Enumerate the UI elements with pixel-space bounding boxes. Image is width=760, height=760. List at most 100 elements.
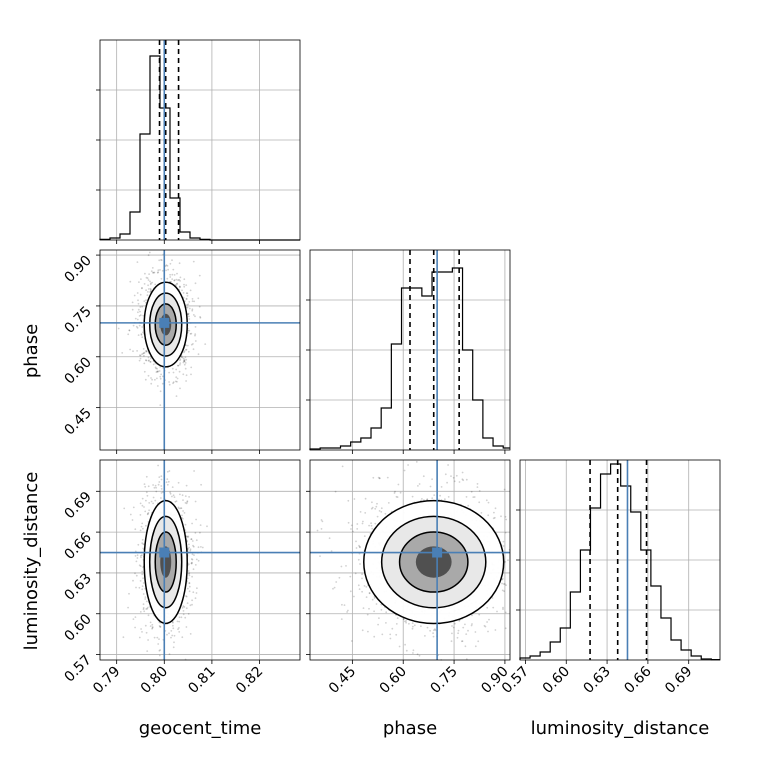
pair-phase-vs-luminosity-distance-sample xyxy=(504,611,507,614)
pair-geocent-time-vs-luminosity-distance-sample xyxy=(182,605,185,608)
pair-geocent-time-vs-luminosity-distance-sample xyxy=(189,548,192,551)
pair-geocent-time-vs-luminosity-distance-sample xyxy=(186,602,189,604)
pair-geocent-time-vs-phase-sample xyxy=(139,354,142,357)
pair-geocent-time-vs-phase-sample xyxy=(139,314,142,316)
pair-phase-vs-luminosity-distance-sample xyxy=(359,511,362,513)
pair-geocent-time-vs-luminosity-distance-sample xyxy=(189,633,192,635)
pair-phase-vs-luminosity-distance-sample xyxy=(363,535,366,537)
pair-phase-vs-luminosity-distance-sample xyxy=(397,483,400,486)
pair-phase-vs-luminosity-distance-sample xyxy=(411,627,414,630)
pair-geocent-time-vs-luminosity-distance-sample xyxy=(175,500,178,503)
pair-geocent-time-vs-luminosity-distance-contour xyxy=(148,515,183,609)
pair-geocent-time-vs-phase-sample xyxy=(137,334,140,336)
pair-phase-vs-luminosity-distance-sample xyxy=(374,507,377,510)
pair-geocent-time-vs-luminosity-distance-sample xyxy=(141,631,143,633)
pair-phase-vs-luminosity-distance-sample xyxy=(347,499,350,502)
pair-phase-vs-luminosity-distance-sample xyxy=(358,588,361,590)
pair-geocent-time-vs-phase-sample xyxy=(131,301,134,304)
pair-geocent-time-vs-phase-sample xyxy=(135,325,138,328)
pair-geocent-time-vs-luminosity-distance-sample xyxy=(141,497,144,500)
pair-phase-vs-luminosity-distance-sample xyxy=(492,606,495,609)
pair-geocent-time-vs-phase-sample xyxy=(137,311,139,314)
pair-geocent-time-vs-luminosity-distance-sample xyxy=(178,631,181,633)
pair-geocent-time-vs-luminosity-distance-sample xyxy=(142,603,145,606)
pair-geocent-time-vs-luminosity-distance-sample xyxy=(139,565,142,567)
y-tick-label: 0.57 xyxy=(61,652,94,685)
pair-geocent-time-vs-luminosity-distance-sample xyxy=(145,524,147,527)
pair-geocent-time-vs-phase-sample xyxy=(171,273,174,276)
pair-geocent-time-vs-luminosity-distance-sample xyxy=(176,620,179,623)
pair-geocent-time-vs-phase-sample xyxy=(147,374,150,377)
y-tick-label: 0.60 xyxy=(61,611,94,644)
pair-geocent-time-vs-phase-sample xyxy=(174,380,177,383)
pair-geocent-time-vs-luminosity-distance-sample xyxy=(152,502,155,505)
pair-geocent-time-vs-luminosity-distance-sample xyxy=(157,464,160,467)
pair-phase-vs-luminosity-distance-sample xyxy=(433,629,435,632)
pair-phase-vs-luminosity-distance-sample xyxy=(340,565,343,568)
x-tick-label: 0.80 xyxy=(138,664,171,697)
pair-phase-vs-luminosity-distance-sample xyxy=(357,584,360,587)
pair-phase-vs-luminosity-distance-sample xyxy=(341,465,344,468)
pair-geocent-time-vs-phase-sample xyxy=(179,280,182,282)
pair-phase-vs-luminosity-distance-sample xyxy=(376,502,378,505)
pair-geocent-time-vs-luminosity-distance-sample xyxy=(172,646,175,649)
pair-geocent-time-vs-phase-sample xyxy=(177,364,180,367)
pair-geocent-time-vs-luminosity-distance-sample xyxy=(146,513,149,516)
pair-phase-vs-luminosity-distance-sample xyxy=(380,511,383,513)
pair-geocent-time-vs-luminosity-distance-sample xyxy=(158,625,161,627)
pair-geocent-time-vs-phase-sample xyxy=(136,292,139,294)
pair-geocent-time-vs-phase-sample xyxy=(143,370,146,373)
pair-phase-vs-luminosity-distance-sample xyxy=(335,581,338,583)
pair-geocent-time-vs-phase-sample xyxy=(191,300,194,303)
pair-geocent-time-vs-phase-sample xyxy=(183,360,186,362)
pair-phase-vs-luminosity-distance-sample xyxy=(346,611,348,613)
pair-phase-vs-luminosity-distance-sample xyxy=(505,518,508,521)
pair-geocent-time-vs-phase-sample xyxy=(176,282,179,285)
pair-phase-vs-luminosity-distance-sample xyxy=(444,498,446,501)
pair-phase-vs-luminosity-distance-sample xyxy=(380,609,383,611)
pair-phase-vs-luminosity-distance-sample xyxy=(378,477,381,480)
pair-phase-vs-luminosity-distance-sample xyxy=(375,505,378,508)
pair-geocent-time-vs-luminosity-distance-truth-marker xyxy=(159,547,170,558)
pair-geocent-time-vs-phase-sample xyxy=(194,315,196,318)
pair-geocent-time-vs-luminosity-distance-sample xyxy=(123,507,126,510)
pair-phase-vs-luminosity-distance-sample xyxy=(461,471,464,474)
pair-phase-vs-luminosity-distance-sample xyxy=(412,625,414,628)
pair-geocent-time-vs-phase-sample xyxy=(137,299,139,302)
pair-geocent-time-vs-phase-sample xyxy=(185,344,187,347)
pair-geocent-time-vs-phase-sample xyxy=(142,314,145,317)
pair-geocent-time-vs-luminosity-distance-sample xyxy=(188,572,191,574)
pair-geocent-time-vs-phase-sample xyxy=(185,349,187,351)
pair-phase-vs-luminosity-distance-sample xyxy=(364,497,367,500)
pair-phase-vs-luminosity-distance-sample xyxy=(503,583,506,585)
pair-phase-vs-luminosity-distance-sample xyxy=(362,520,364,523)
pair-geocent-time-vs-phase-sample xyxy=(192,348,195,351)
pair-geocent-time-vs-phase-sample xyxy=(142,331,144,334)
pair-geocent-time-vs-luminosity-distance-sample xyxy=(191,561,193,564)
x-tick-label: 0.60 xyxy=(377,664,410,697)
pair-geocent-time-vs-luminosity-distance-sample xyxy=(134,555,137,557)
pair-geocent-time-vs-phase-sample xyxy=(184,362,187,364)
pair-geocent-time-vs-luminosity-distance-sample xyxy=(141,538,144,541)
pair-geocent-time-vs-luminosity-distance-sample xyxy=(158,649,161,652)
pair-geocent-time-vs-luminosity-distance-sample xyxy=(194,532,197,534)
pair-geocent-time-vs-phase-sample xyxy=(150,377,152,379)
pair-phase-vs-luminosity-distance-sample xyxy=(420,625,422,628)
pair-geocent-time-vs-luminosity-distance-sample xyxy=(200,546,202,548)
pair-geocent-time-vs-luminosity-distance-sample xyxy=(188,546,191,549)
pair-phase-vs-luminosity-distance-sample xyxy=(361,629,364,632)
pair-geocent-time-vs-phase-sample xyxy=(147,288,150,290)
pair-geocent-time-vs-phase-sample xyxy=(169,276,172,278)
pair-geocent-time-vs-phase-sample xyxy=(146,294,149,297)
pair-geocent-time-vs-luminosity-distance-sample xyxy=(191,553,194,556)
pair-geocent-time-vs-phase-sample xyxy=(190,343,193,346)
pair-geocent-time-vs-phase-sample xyxy=(160,259,162,261)
pair-phase-vs-luminosity-distance-sample xyxy=(464,645,467,648)
pair-geocent-time-vs-luminosity-distance-sample xyxy=(185,484,188,487)
pair-geocent-time-vs-luminosity-distance-sample xyxy=(190,562,193,565)
pair-phase-vs-luminosity-distance-sample xyxy=(444,473,447,476)
pair-phase-vs-luminosity-distance-sample xyxy=(485,499,488,502)
pair-geocent-time-vs-phase-sample xyxy=(138,359,141,362)
hist-geocent-time-step xyxy=(99,55,300,241)
pair-geocent-time-vs-luminosity-distance-sample xyxy=(147,614,150,617)
